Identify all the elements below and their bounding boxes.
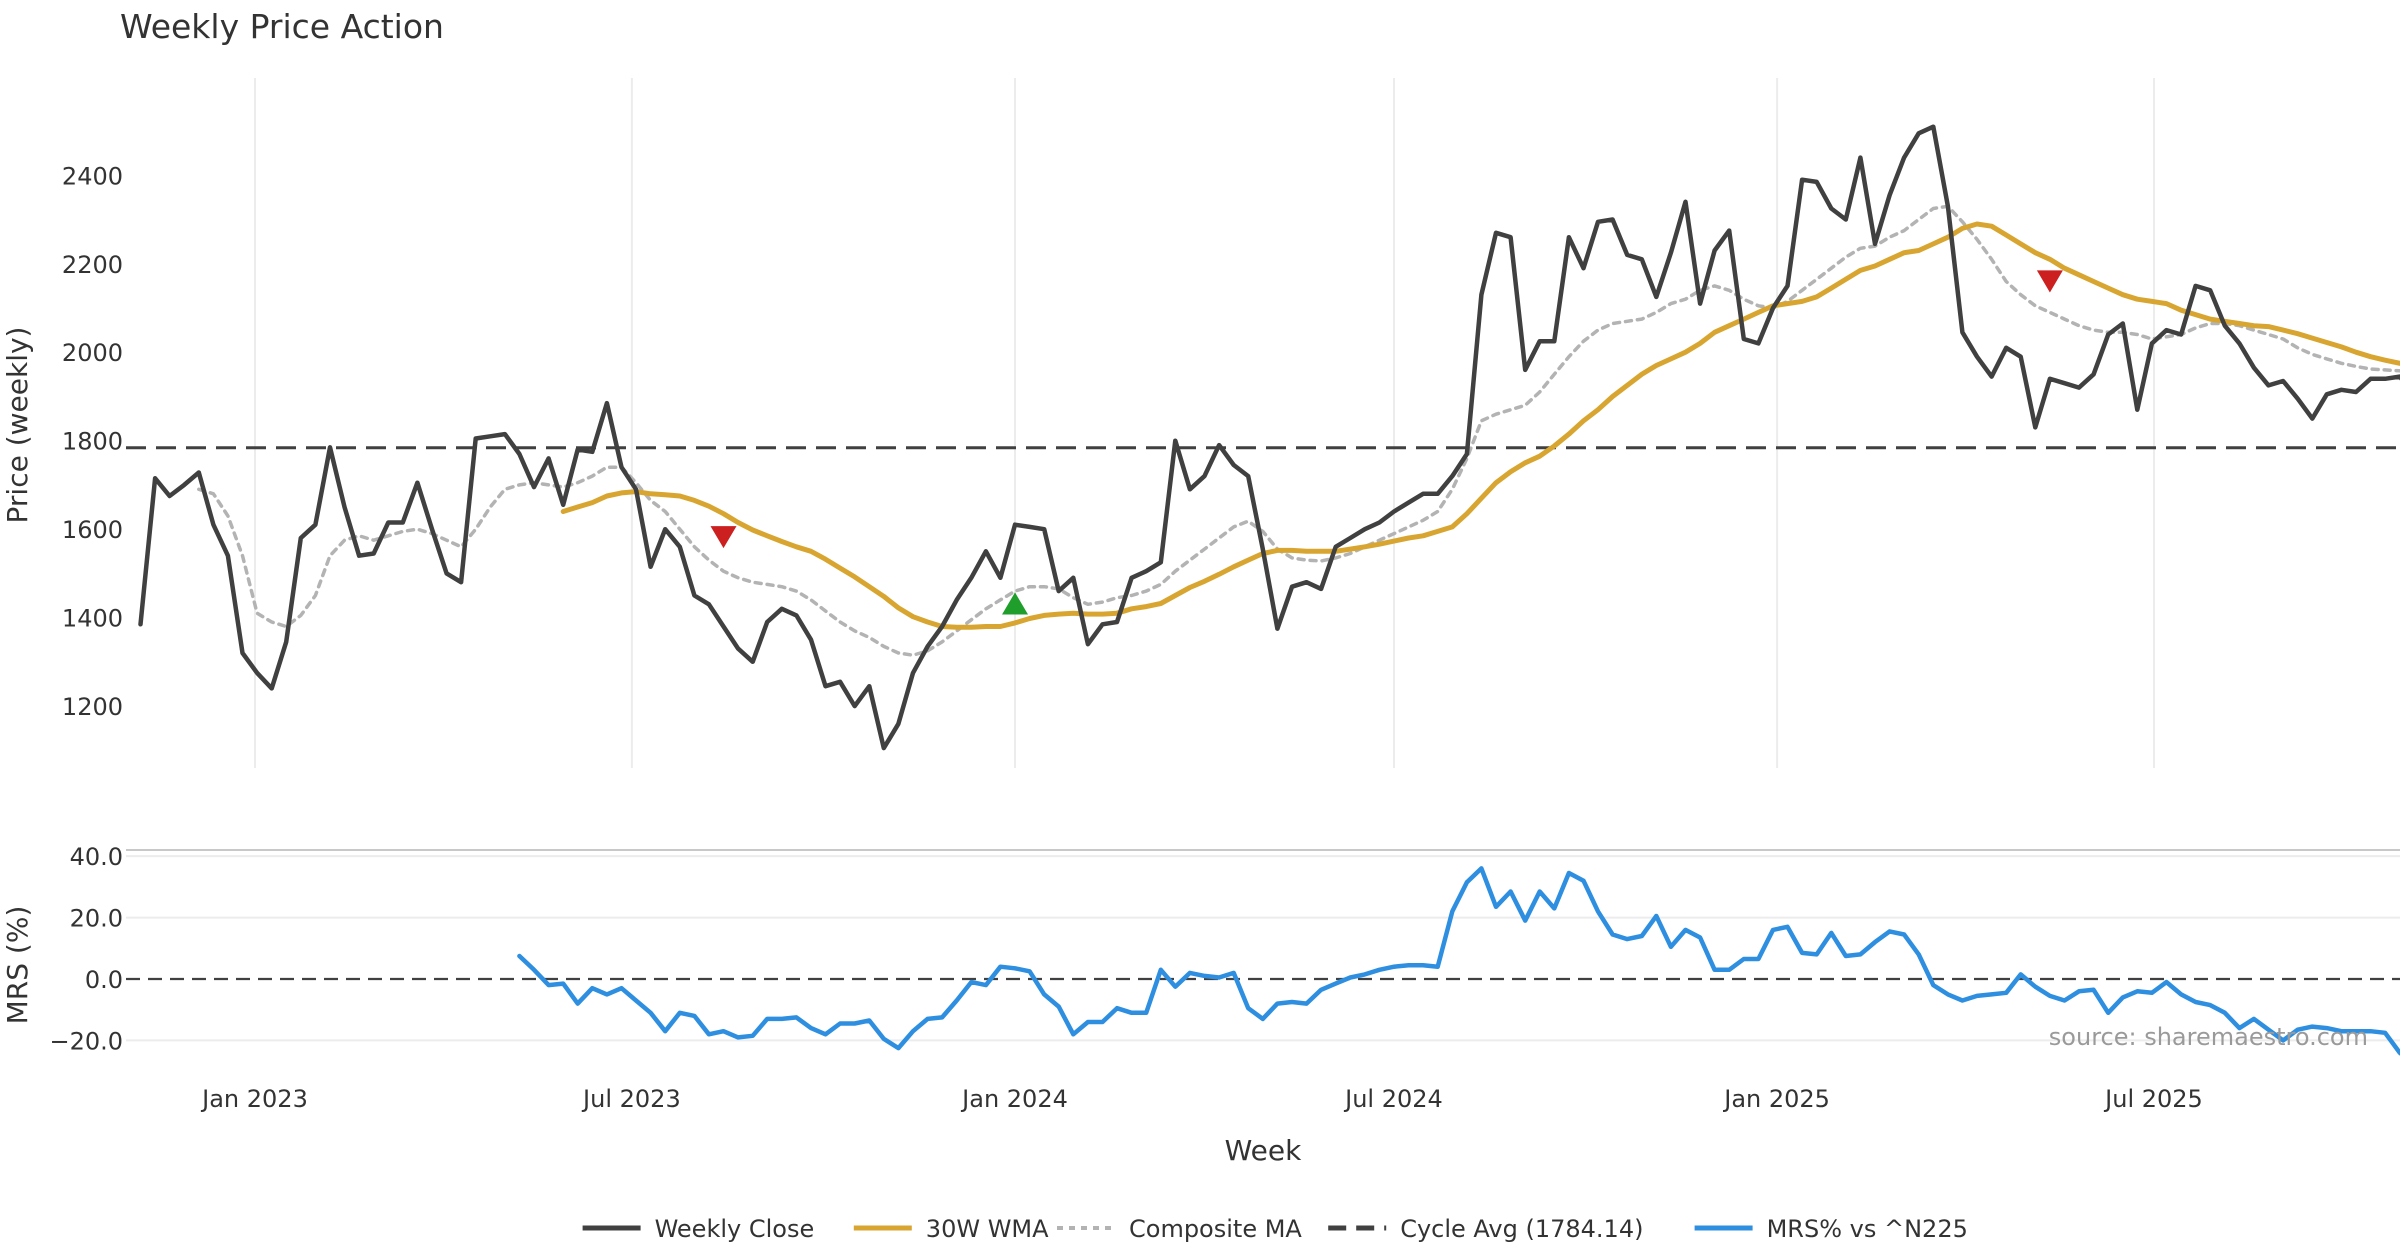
source-note: source: sharemaestro.com: [2049, 1023, 2368, 1051]
mrs-y-axis-label: MRS (%): [1, 906, 34, 1025]
price-y-axis-label: Price (weekly): [1, 327, 34, 524]
legend-label: 30W WMA: [926, 1215, 1049, 1243]
x-tick-label: Jan 2024: [960, 1085, 1068, 1113]
x-tick-label: Jul 2023: [581, 1085, 681, 1113]
x-axis-label: Week: [1225, 1134, 1302, 1167]
x-tick-label: Jul 2025: [2103, 1085, 2203, 1113]
legend-label: Weekly Close: [655, 1215, 815, 1243]
x-tick-label: Jul 2024: [1343, 1085, 1443, 1113]
price-y-tick-label: 2400: [62, 162, 123, 190]
chart-title: Weekly Price Action: [120, 7, 444, 46]
x-tick-label: Jan 2025: [1722, 1085, 1830, 1113]
price-y-tick-label: 2000: [62, 339, 123, 367]
x-tick-label: Jan 2023: [200, 1085, 308, 1113]
price-y-tick-label: 1400: [62, 605, 123, 633]
buy-signal-marker: [1002, 592, 1029, 615]
mrs-line: [517, 866, 2400, 1056]
sell-signal-marker: [2036, 270, 2063, 293]
signal-markers: [710, 270, 2063, 615]
price-y-tick-label: 1200: [62, 693, 123, 721]
legend-label: Cycle Avg (1784.14): [1400, 1215, 1643, 1243]
legend-label: Composite MA: [1129, 1215, 1302, 1243]
price-y-tick-label: 1600: [62, 516, 123, 544]
price-panel-gridlines: [254, 78, 2155, 768]
mrs-y-tick-label: 40.0: [70, 843, 123, 871]
mrs-y-tick-label: −20.0: [49, 1027, 123, 1055]
mrs-series-line: [517, 866, 2400, 1056]
legend: Weekly Close 30W WMA Composite MA Cycle Avg…: [582, 1215, 1968, 1243]
mrs-y-ticks: 40.0 20.0 0.0 −20.0: [49, 843, 123, 1055]
price-y-tick-label: 1800: [62, 428, 123, 456]
composite-ma-line: [197, 204, 2400, 657]
wma-30w-line: [560, 221, 2400, 630]
mrs-y-tick-label: 20.0: [70, 905, 123, 933]
price-series-lines: [138, 124, 2400, 751]
price-y-ticks: 1200 1400 1600 1800 2000 2200 2400: [62, 162, 123, 721]
x-axis-ticks: Jan 2023 Jul 2023 Jan 2024 Jul 2024 Jan 2025…: [200, 1085, 2203, 1113]
legend-label: MRS% vs ^N225: [1767, 1215, 1968, 1243]
price-y-tick-label: 2200: [62, 251, 123, 279]
mrs-y-tick-label: 0.0: [85, 966, 123, 994]
mrs-panel-gridlines: [126, 855, 2400, 1042]
weekly-close-line: [138, 124, 2400, 751]
sell-signal-marker: [710, 526, 737, 549]
